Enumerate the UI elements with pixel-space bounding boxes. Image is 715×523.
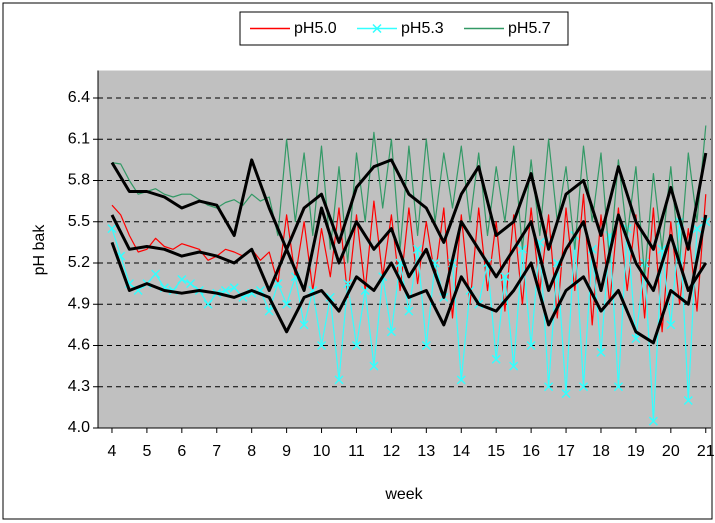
y-tick-label: 5.5: [68, 213, 90, 230]
y-tick-label: 4.6: [68, 337, 90, 354]
point-marker: [596, 347, 606, 357]
x-tick-label: 4: [108, 443, 117, 460]
point-marker: [351, 340, 362, 351]
y-tick-label: 5.2: [68, 254, 90, 271]
point-marker: [631, 334, 641, 344]
point-marker: [509, 361, 519, 371]
legend-marker: [372, 23, 382, 34]
point-marker: [334, 375, 344, 385]
point-marker: [613, 382, 623, 392]
x-tick-label: 18: [592, 443, 610, 460]
point-marker: [692, 224, 702, 234]
x-tick-label: 16: [522, 443, 540, 460]
point-marker: [421, 340, 431, 351]
point-marker: [186, 279, 196, 289]
x-tick-label: 12: [383, 443, 401, 460]
series-line: [111, 125, 707, 278]
x-tick-label: 5: [142, 443, 151, 460]
point-marker: [683, 395, 693, 406]
trend-line: [110, 214, 708, 345]
x-tick-label: 15: [487, 443, 505, 460]
point-marker: [491, 354, 501, 364]
point-marker: [151, 269, 161, 279]
point-marker: [386, 327, 396, 337]
y-tick-label: 4.3: [68, 378, 90, 395]
legend-box: [239, 11, 569, 46]
x-tick-label: 6: [177, 443, 186, 460]
point-marker: [325, 292, 335, 302]
x-axis-label: week: [384, 486, 423, 503]
x-tick-label: 10: [313, 443, 331, 460]
point-marker: [229, 283, 239, 293]
y-tick-label: 5.8: [68, 172, 90, 189]
x-tick-label: 20: [662, 443, 680, 460]
point-marker: [264, 306, 274, 316]
point-marker: [526, 340, 536, 351]
point-marker: [500, 272, 510, 282]
x-tick-label: 21: [697, 443, 715, 460]
x-tick-label: 13: [417, 443, 435, 460]
trend-line: [110, 152, 708, 251]
trend-line: [110, 206, 708, 299]
y-axis-label: pH bak: [31, 224, 48, 276]
point-marker: [282, 299, 292, 309]
point-marker: [369, 361, 379, 371]
point-marker: [177, 274, 187, 285]
x-tick-label: 8: [247, 443, 256, 460]
y-tick-label: 6.4: [68, 89, 90, 106]
x-tick-label: 14: [452, 443, 470, 460]
point-marker: [413, 244, 423, 254]
point-marker: [203, 299, 213, 309]
y-tick-label: 4.9: [68, 295, 90, 312]
point-marker: [578, 382, 589, 392]
x-tick-label: 7: [212, 443, 221, 460]
point-marker: [317, 340, 327, 351]
legend-label: pH5.7: [508, 20, 551, 37]
legend-label: pH5.3: [401, 20, 444, 37]
x-tick-label: 9: [282, 443, 291, 460]
point-marker: [107, 224, 117, 234]
x-tick-label: 11: [348, 443, 365, 460]
legend-label: pH5.0: [294, 20, 337, 37]
point-marker: [640, 258, 650, 268]
point-marker: [456, 375, 466, 385]
point-marker: [544, 382, 554, 392]
x-tick-label: 17: [557, 443, 575, 460]
y-tick-label: 6.1: [68, 130, 90, 147]
point-marker: [666, 320, 676, 330]
point-marker: [299, 320, 309, 330]
point-marker: [561, 389, 571, 399]
y-tick-label: 4.0: [68, 419, 90, 436]
point-marker: [273, 279, 283, 289]
point-marker: [360, 285, 370, 296]
x-tick-label: 19: [627, 443, 645, 460]
point-marker: [404, 306, 414, 316]
point-marker: [648, 416, 658, 426]
